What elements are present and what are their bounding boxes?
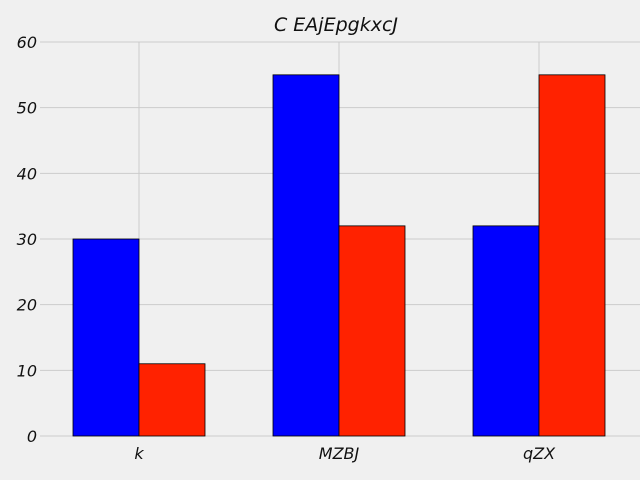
bars [72,74,606,437]
bar [272,74,340,437]
bar [138,363,206,437]
x-tick-label: qZX [523,444,556,463]
x-tick-label: MZBJ [319,444,360,463]
bar [72,238,140,437]
bar [472,225,540,437]
x-tick-label: k [134,444,144,463]
y-tick-label: 60 [17,33,37,52]
y-axis-ticks: 0 10 20 30 40 50 60 [17,33,37,446]
y-tick-label: 0 [27,427,37,446]
chart-title: C EAjEpgkxcJ [274,14,398,36]
y-tick-label: 10 [17,361,37,380]
bar [338,225,406,437]
bar [538,74,606,437]
y-tick-label: 20 [17,296,37,315]
y-tick-label: 50 [17,99,37,118]
x-axis-ticks: k MZBJ qZX [134,444,556,463]
y-tick-label: 40 [17,164,37,183]
y-tick-label: 30 [17,230,37,249]
